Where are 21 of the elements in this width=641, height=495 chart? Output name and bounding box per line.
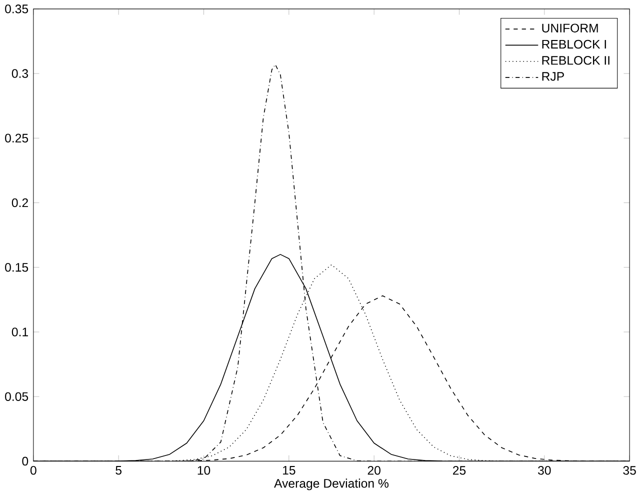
y-tick-label: 0.25 (5, 134, 28, 143)
y-tick-label: 0 (22, 456, 28, 466)
x-tick-label: 30 (538, 466, 551, 475)
x-axis-title: Average Deviation % (274, 478, 389, 490)
x-tick-label: 20 (368, 466, 380, 475)
x-tick-label: 15 (283, 466, 296, 475)
legend-label: REBLOCK II (542, 56, 610, 65)
x-tick-label: 0 (30, 466, 36, 475)
x-tick-label: 5 (116, 466, 122, 475)
y-tick-label: 0.3 (12, 69, 28, 78)
x-tick-label: 25 (453, 466, 466, 475)
y-tick-label: 0.35 (5, 4, 28, 14)
y-tick-label: 0.15 (5, 263, 28, 272)
y-tick-label: 0.1 (12, 328, 28, 336)
y-tick-label: 0.05 (5, 392, 28, 402)
x-tick-label: 10 (198, 466, 210, 475)
x-tick-label: 35 (623, 466, 636, 475)
legend-label: RJP (542, 72, 564, 81)
y-tick-label: 0.2 (12, 198, 28, 208)
legend-label: UNIFORM (542, 24, 598, 33)
legend-label: REBLOCK I (542, 40, 606, 49)
